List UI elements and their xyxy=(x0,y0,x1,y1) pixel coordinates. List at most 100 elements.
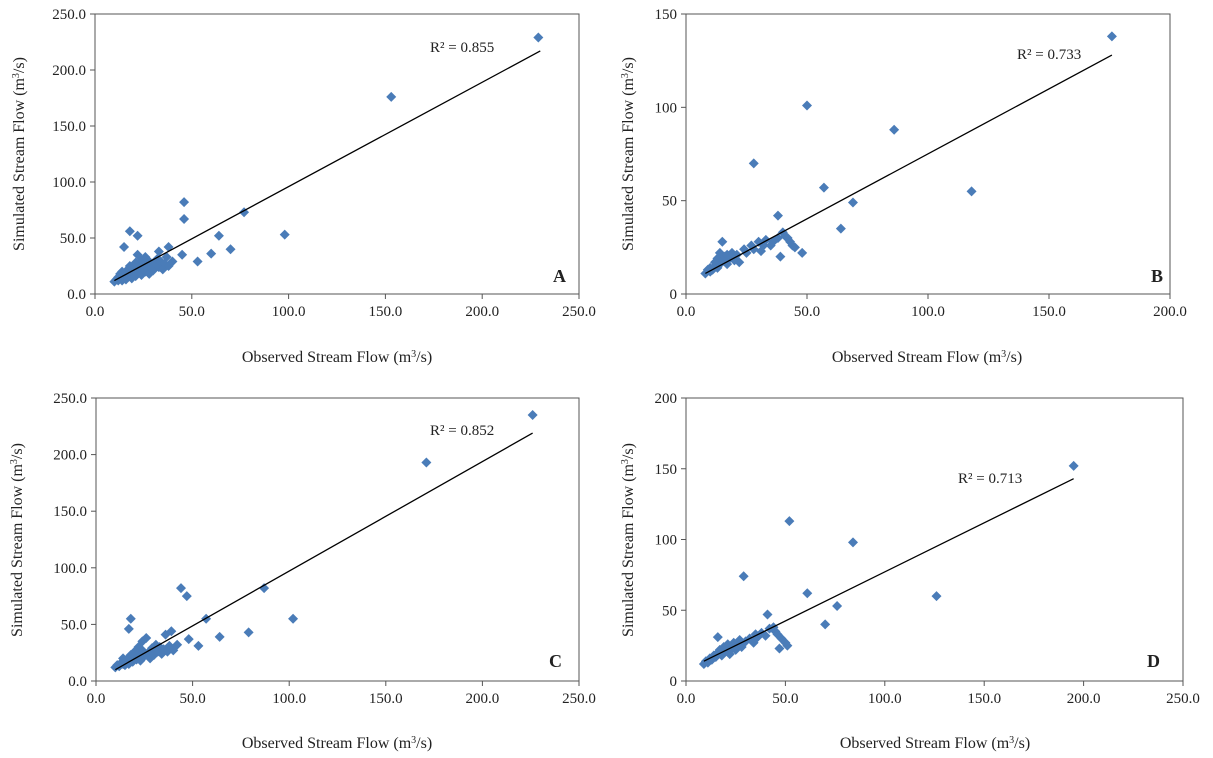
x-tick-label: 150.0 xyxy=(967,691,1001,707)
x-tick-label: 0.0 xyxy=(86,304,105,320)
y-tick-label: 0.0 xyxy=(68,674,87,690)
x-axis-ticks: 0.0 50.0 100.0 150.0 200.0 xyxy=(677,294,1187,320)
data-point xyxy=(172,639,183,650)
y-tick-label: 150.0 xyxy=(53,504,87,520)
data-point xyxy=(179,197,190,208)
y-tick-label: 150 xyxy=(655,7,678,23)
x-axis-title: Observed Stream Flow (m3/s) xyxy=(242,735,432,753)
data-point xyxy=(835,223,846,234)
data-point xyxy=(119,241,130,252)
y-tick-label: 250.0 xyxy=(52,7,86,23)
x-axis-title: Observed Stream Flow (m3/s) xyxy=(242,349,432,367)
data-point xyxy=(213,230,224,241)
y-axis-ticks: 0 50 100 150 xyxy=(655,7,686,303)
data-point xyxy=(966,186,977,197)
x-axis-ticks: 0.0 50.0 100.0 150.0 200.0 250.0 xyxy=(677,681,1200,707)
data-point xyxy=(167,256,178,267)
data-points xyxy=(700,31,1117,279)
y-tick-label: 0.0 xyxy=(67,287,86,303)
panel-label: C xyxy=(549,651,562,671)
y-axis-title: Simulated Stream Flow (m3/s) xyxy=(9,443,27,637)
y-tick-label: 100 xyxy=(655,533,678,549)
r2-label: R² = 0.733 xyxy=(1017,47,1081,63)
data-point xyxy=(123,623,134,634)
data-point xyxy=(421,457,432,468)
data-point xyxy=(774,643,785,654)
x-tick-label: 100.0 xyxy=(272,304,306,320)
x-axis-ticks: 0.0 50.0 100.0 150.0 200.0 250.0 xyxy=(87,681,596,707)
x-tick-label: 200.0 xyxy=(465,304,499,320)
x-tick-label: 250.0 xyxy=(562,691,596,707)
x-tick-label: 0.0 xyxy=(87,691,106,707)
data-point xyxy=(738,571,749,582)
data-point xyxy=(818,182,829,193)
data-point xyxy=(760,630,771,641)
data-point xyxy=(789,242,800,253)
data-point xyxy=(118,653,129,664)
x-axis-title: Observed Stream Flow (m3/s) xyxy=(832,349,1022,367)
chart-panel-c: 0.0 50.0 100.0 150.0 200.0 250.0 0.0 50.0 100.0… xyxy=(9,391,596,752)
data-point xyxy=(279,229,290,240)
x-axis-title: Observed Stream Flow (m3/s) xyxy=(840,735,1030,753)
chart-panel-b: 0.0 50.0 100.0 150.0 200.0 0 50 100 150 R² = 0.… xyxy=(620,7,1187,366)
data-point xyxy=(288,613,299,624)
plot-frame xyxy=(685,397,1184,682)
x-tick-label: 150.0 xyxy=(1032,304,1066,320)
y-axis-title: Simulated Stream Flow (m3/s) xyxy=(620,57,638,251)
data-point xyxy=(533,32,544,43)
data-point xyxy=(166,626,177,637)
r2-label: R² = 0.713 xyxy=(958,471,1022,487)
x-tick-label: 250.0 xyxy=(1166,691,1200,707)
x-tick-label: 200.0 xyxy=(1153,304,1187,320)
data-point xyxy=(527,409,538,420)
trendline xyxy=(114,50,541,282)
data-point xyxy=(762,609,773,620)
data-point xyxy=(734,257,745,268)
panel-label: D xyxy=(1147,651,1160,671)
data-point xyxy=(931,591,942,602)
data-point xyxy=(717,236,728,247)
plot-frame xyxy=(95,397,580,682)
data-point xyxy=(124,226,135,237)
chart-panel-d: 0.0 50.0 100.0 150.0 200.0 250.0 0 50 100 150 200… xyxy=(620,391,1200,752)
panel-label: A xyxy=(553,266,566,286)
data-point xyxy=(820,619,831,630)
data-point xyxy=(797,247,808,258)
panel-label: B xyxy=(1151,266,1163,286)
data-point xyxy=(179,213,190,224)
data-point xyxy=(183,634,194,645)
chart-panel-a: 0.0 50.0 100.0 150.0 200.0 250.0 0.0 50.0 100.0… xyxy=(11,7,596,366)
y-tick-label: 250.0 xyxy=(53,391,87,407)
y-tick-label: 0 xyxy=(670,287,678,303)
data-point xyxy=(386,91,397,102)
x-tick-label: 250.0 xyxy=(562,304,596,320)
data-point xyxy=(772,210,783,221)
y-tick-label: 200.0 xyxy=(52,63,86,79)
y-axis-title: Simulated Stream Flow (m3/s) xyxy=(620,443,638,637)
r2-label: R² = 0.852 xyxy=(430,423,494,439)
trendline xyxy=(114,432,533,671)
data-point xyxy=(802,588,813,599)
data-point xyxy=(889,124,900,135)
data-point xyxy=(132,230,143,241)
data-point xyxy=(259,583,270,594)
x-tick-label: 200.0 xyxy=(1067,691,1101,707)
data-point xyxy=(225,244,236,255)
data-point xyxy=(832,601,843,612)
y-tick-label: 0 xyxy=(670,674,678,690)
data-point xyxy=(176,583,187,594)
x-tick-label: 50.0 xyxy=(794,304,820,320)
data-point xyxy=(1068,460,1079,471)
y-tick-label: 150.0 xyxy=(52,119,86,135)
r2-label: R² = 0.855 xyxy=(430,40,494,56)
data-point xyxy=(775,251,786,262)
x-tick-label: 150.0 xyxy=(369,304,403,320)
x-tick-label: 50.0 xyxy=(772,691,798,707)
data-point xyxy=(243,627,254,638)
y-tick-label: 200.0 xyxy=(53,448,87,464)
y-tick-label: 50 xyxy=(662,603,677,619)
data-points xyxy=(698,460,1079,670)
y-tick-label: 100.0 xyxy=(52,175,86,191)
data-point xyxy=(125,613,136,624)
data-point xyxy=(177,249,188,260)
